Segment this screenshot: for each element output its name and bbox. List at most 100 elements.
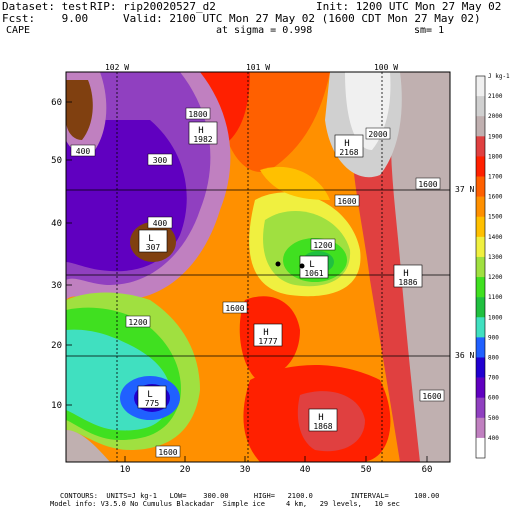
x-tick-label: 20: [180, 465, 191, 475]
high-low-value: 775: [145, 399, 160, 408]
colorbar-level: 500: [488, 415, 499, 422]
colorbar-swatch: [476, 216, 485, 238]
high-low-kind: H: [403, 269, 408, 279]
high-low-kind: L: [148, 234, 153, 244]
svg-text:2000: 2000: [368, 130, 387, 139]
lat-label: 37 N: [455, 185, 474, 194]
colorbar-swatch: [476, 136, 485, 157]
svg-text:1200: 1200: [313, 241, 332, 250]
contour-value-label: 1600: [222, 301, 248, 314]
svg-text:400: 400: [153, 219, 168, 228]
plot-frame: [65, 71, 451, 463]
high-low-kind: L: [147, 390, 152, 400]
colorbar-level: 1800: [488, 153, 503, 160]
y-tick-label: 10: [51, 401, 62, 411]
colorbar-swatch: [476, 437, 485, 459]
high-low-kind: H: [263, 328, 268, 338]
sigma-label: at sigma = 0.998: [216, 25, 313, 36]
svg-text:1600: 1600: [337, 197, 356, 206]
fcst-label: Fcst: 9.00: [2, 12, 89, 25]
contour-value-label: 1200: [125, 315, 151, 328]
colorbar-swatch: [476, 417, 485, 439]
svg-text:1600: 1600: [418, 180, 437, 189]
y-tick-label: 30: [51, 281, 62, 291]
colorbar-level: 1600: [488, 194, 503, 201]
colorbar-swatch: [476, 277, 485, 298]
colorbar-level: 1300: [488, 254, 503, 261]
contour-value-label: 400: [147, 216, 173, 229]
y-tick-label: 40: [51, 219, 62, 229]
colorbar-swatch: [476, 297, 485, 318]
colorbar-level: 1100: [488, 294, 503, 301]
lon-label: 101 W: [246, 63, 270, 72]
lon-label: 100 W: [374, 63, 398, 72]
colorbar-level: 1400: [488, 234, 503, 241]
contour-value-label: 400: [70, 144, 96, 157]
high-low-kind: L: [309, 260, 314, 270]
cape-filled-contours: [66, 72, 450, 462]
contour-value-label: 1600: [415, 177, 441, 190]
svg-text:1800: 1800: [188, 110, 207, 119]
y-tick-label: 20: [51, 341, 62, 351]
colorbar-swatch: [476, 176, 485, 197]
colorbar-level: 1000: [488, 314, 503, 321]
colorbar-frame: [475, 75, 486, 459]
high-low-kind: H: [344, 139, 349, 149]
init-label: Init: 1200 UTC Mon 27 May 02: [316, 0, 502, 13]
colorbar-swatch: [476, 156, 485, 177]
valid-label: Valid: 2100 UTC Mon 27 May 02 (1600 CDT …: [123, 12, 481, 25]
colorbar-swatch: [476, 196, 485, 218]
svg-text:300: 300: [153, 156, 168, 165]
field-label: CAPE: [6, 25, 31, 36]
high-low-kind: H: [318, 413, 323, 423]
dataset-label: Dataset: test: [2, 0, 89, 13]
colorbar-level: 1700: [488, 174, 503, 181]
colorbar-swatch: [476, 236, 485, 258]
high-low-value: 1061: [304, 269, 323, 278]
svg-text:400: 400: [76, 147, 91, 156]
lon-label: 102 W: [105, 63, 129, 72]
colorbar-level: 800: [488, 354, 499, 361]
lat-label: 36 N: [455, 351, 474, 360]
colorbar-swatch: [476, 337, 485, 358]
colorbar-level: 2100: [488, 93, 503, 100]
colorbar: J kg-1 2100 2000 1900 1800 1700 1600 1500 1400 13…: [475, 73, 510, 459]
contour-labels: 1800 400 300 2000 1600 1600 400 1200 1600 1200 160…: [70, 107, 445, 458]
high-low-value: 2168: [339, 148, 358, 157]
contour-info: CONTOURS: UNITS=J kg-1 LOW= 300.00 HIGH=…: [60, 492, 440, 500]
colorbar-swatch: [476, 76, 485, 97]
colorbar-swatch: [476, 116, 485, 137]
x-tick-label: 60: [422, 465, 433, 475]
colorbar-level: 900: [488, 334, 499, 341]
contour-value-label: 2000: [365, 127, 391, 140]
high-low-value: 1868: [313, 422, 332, 431]
colorbar-swatch: [476, 317, 485, 338]
contour-value-label: 1600: [155, 445, 181, 458]
colorbar-level: 1200: [488, 274, 503, 281]
colorbar-level: 1500: [488, 214, 503, 221]
colorbar-swatch: [476, 96, 485, 117]
colorbar-level: 700: [488, 375, 499, 382]
sm-label: sm= 1: [414, 25, 445, 36]
colorbar-level: 1900: [488, 133, 503, 140]
svg-text:1600: 1600: [225, 304, 244, 313]
colorbar-swatch: [476, 377, 485, 398]
contour-value-label: 1200: [310, 238, 336, 251]
svg-text:1600: 1600: [158, 448, 177, 457]
x-tick-label: 40: [300, 465, 311, 475]
colorbar-swatch: [476, 397, 485, 419]
high-low-value: 307: [146, 243, 161, 252]
svg-text:1600: 1600: [422, 392, 441, 401]
colorbar-unit: J kg-1: [488, 73, 510, 80]
rip-label: RIP: rip20020527_d2: [90, 0, 216, 13]
x-tick-label: 10: [120, 465, 131, 475]
model-info: Model info: V3.5.0 No Cumulus Blackadar …: [50, 500, 400, 508]
x-tick-label: 30: [240, 465, 251, 475]
station-dot: [299, 263, 305, 269]
